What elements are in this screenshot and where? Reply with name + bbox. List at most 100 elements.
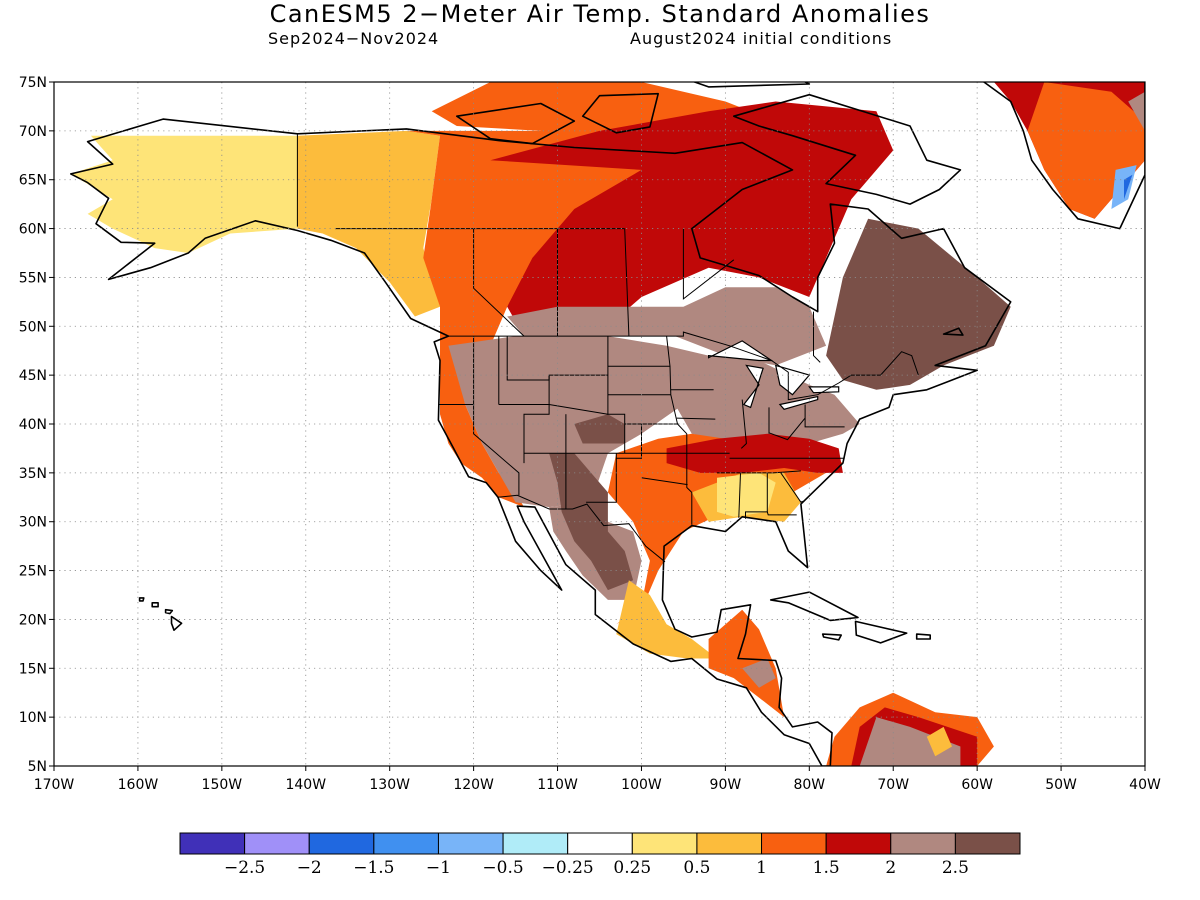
boundary-line-17: [616, 424, 642, 459]
lake-outline-3: [778, 395, 819, 410]
colorbar-swatch: [761, 832, 827, 855]
lat-tick-label: 70N: [19, 124, 47, 140]
lat-tick-label: 60N: [19, 222, 47, 238]
colorbar-label: 0.5: [683, 858, 710, 878]
boundary-line-24: [738, 472, 741, 518]
colorbar-label: −1: [426, 858, 451, 878]
land-outline-11: [138, 597, 145, 602]
mississippi-light-yellow: [717, 472, 776, 517]
lon-tick-label: 80W: [793, 777, 825, 793]
lat-tick-label: 55N: [19, 270, 47, 286]
boundary-line-19: [641, 477, 688, 486]
lon-tick-label: 130W: [369, 777, 410, 793]
yukon-nwt-yellow-orange: [297, 130, 440, 317]
boundary-line-18: [686, 433, 693, 525]
boundary-line-21: [676, 417, 716, 420]
lat-tick-label: 5N: [28, 759, 47, 775]
boundary-line-28: [740, 399, 747, 449]
colorbar-swatch: [825, 832, 892, 855]
colorbar-swatch: [308, 832, 375, 855]
colorbar-label: 1.5: [813, 858, 840, 878]
boundary-line-12: [586, 453, 617, 503]
lon-tick-label: 50W: [1045, 777, 1077, 793]
boundary-line-30: [804, 404, 845, 428]
colorbar-label: −2: [297, 858, 322, 878]
boundary-line-35: [682, 228, 735, 300]
greenland-blue: [1124, 174, 1133, 200]
colorbar-label: 2: [885, 858, 896, 878]
land-outline-5: [581, 92, 660, 134]
boundary-line-25: [745, 472, 768, 519]
lake-outline-4: [808, 386, 840, 394]
venezuela-orange-spot: [926, 726, 952, 757]
land-outline-3: [455, 102, 576, 145]
lon-tick-label: 100W: [621, 777, 662, 793]
lat-tick-label: 50N: [19, 319, 47, 335]
colorbar-swatch: [373, 832, 439, 855]
lat-tick-label: 40N: [19, 417, 47, 433]
boundary-line-0: [448, 331, 919, 401]
lake-outline-2: [774, 364, 811, 396]
lat-tick-label: 30N: [19, 515, 47, 531]
forecast-period-subtitle: Sep2024−Nov2024: [268, 29, 440, 48]
land-outline-12: [151, 601, 159, 608]
boundary-line-27: [780, 472, 803, 503]
boundary-line-8: [506, 336, 608, 381]
land-outline-14: [170, 615, 183, 632]
land-outline-7: [854, 620, 908, 644]
lon-tick-label: 120W: [453, 777, 494, 793]
greenland-light-brown: [1128, 91, 1145, 131]
colorbar-label: −0.5: [482, 858, 523, 878]
colorbar-swatch: [631, 832, 698, 855]
lat-tick-label: 35N: [19, 466, 47, 482]
lon-tick-label: 40W: [1129, 777, 1161, 793]
lat-tick-label: 20N: [19, 612, 47, 628]
boundary-line-6: [523, 375, 550, 464]
land-outline-8: [915, 633, 932, 640]
map-title: CanESM5 2−Meter Air Temp. Standard Anoma…: [269, 0, 931, 28]
land-outline-2: [732, 93, 962, 205]
lake-outline-0: [707, 340, 774, 362]
colorbar-label: 1: [756, 858, 767, 878]
lon-tick-label: 170W: [34, 777, 75, 793]
land-outline-9: [821, 633, 843, 641]
alaska-light-yellow: [70, 135, 298, 253]
land-outline-6: [769, 591, 859, 622]
colorbar-label: −2.5: [224, 858, 265, 878]
lon-tick-label: 110W: [537, 777, 578, 793]
lon-tick-label: 160W: [118, 777, 159, 793]
colorado-dark-brown: [574, 414, 625, 444]
land-outline-4: [692, 82, 811, 88]
colorbar-swatch: [437, 832, 504, 855]
colorbar-swatch: [567, 832, 633, 855]
coastline-layer: [70, 82, 1145, 766]
lon-tick-label: 150W: [202, 777, 243, 793]
colorbar-legend: −2.5 −2 −1.5 −1 −0.5 −0.25 0.25 0.5 1 1.5 2 2.5: [179, 832, 1021, 878]
boundary-line-11: [607, 336, 626, 454]
colorbar-swatch: [696, 832, 763, 855]
colorbar-swatch: [954, 832, 1021, 855]
colorbar-label: 2.5: [942, 858, 969, 878]
lon-tick-label: 140W: [285, 777, 326, 793]
lon-tick-label: 70W: [877, 777, 909, 793]
boundary-line-31: [768, 417, 806, 441]
boundary-line-4: [473, 404, 520, 496]
boundary-line-34: [624, 228, 630, 337]
boundary-line-26: [766, 511, 797, 516]
central-america-orange: [708, 609, 785, 718]
lat-tick-label: 10N: [19, 710, 47, 726]
honduras-light-brown: [742, 658, 776, 688]
land-outline-1: [982, 82, 1145, 230]
four-corners-dark-brown: [549, 453, 634, 591]
colorbar-swatch: [502, 832, 569, 855]
lat-tick-label: 15N: [19, 661, 47, 677]
colorbar-swatch: [244, 832, 310, 855]
land-outline-10: [942, 327, 964, 336]
lat-tick-label: 25N: [19, 564, 47, 580]
longitude-ticks: 170W 160W 150W 140W 130W 120W 110W 100W 90W 80W 70…: [34, 766, 1161, 793]
land-outline-0: [70, 118, 1012, 766]
quebec-dark-brown: [826, 218, 1011, 390]
colorbar-label: −0.25: [542, 858, 594, 878]
colorbar-label: −1.5: [353, 858, 394, 878]
